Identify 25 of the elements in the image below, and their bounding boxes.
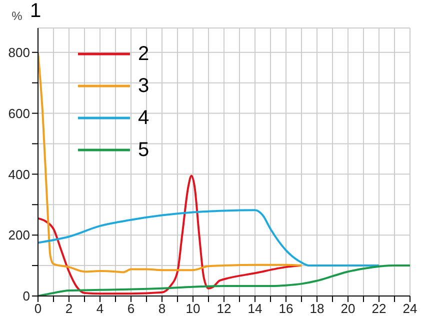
x-tick-label: 2 (65, 301, 73, 316)
x-tick-label: 16 (278, 301, 294, 316)
x-tick-label: 22 (372, 301, 386, 316)
chart-title: 1 (30, 0, 42, 23)
y-axis-title: % (12, 9, 23, 23)
x-tick-label: 20 (340, 301, 356, 316)
x-tick-label: 8 (158, 301, 166, 316)
x-tick-label: 10 (186, 301, 200, 316)
x-tick-label: 14 (248, 301, 262, 316)
legend-label: 5 (138, 138, 150, 162)
x-tick-label: 0 (34, 301, 42, 316)
legend-label: 3 (138, 74, 150, 98)
y-tick-label: 400 (8, 166, 30, 182)
x-tick-label: 18 (310, 301, 324, 316)
x-tick-label: 12 (216, 301, 232, 316)
legend-label: 4 (138, 106, 150, 130)
y-tick-label: 600 (8, 106, 30, 121)
x-tick-label: 4 (96, 301, 104, 316)
x-tick-label: 6 (127, 301, 135, 316)
y-tick-label: 200 (8, 228, 30, 243)
legend-label: 2 (138, 42, 150, 66)
x-tick-label: 24 (402, 301, 418, 316)
y-tick-label: 0 (22, 288, 30, 304)
line-series (38, 209, 380, 267)
y-tick-label: 800 (8, 44, 30, 60)
